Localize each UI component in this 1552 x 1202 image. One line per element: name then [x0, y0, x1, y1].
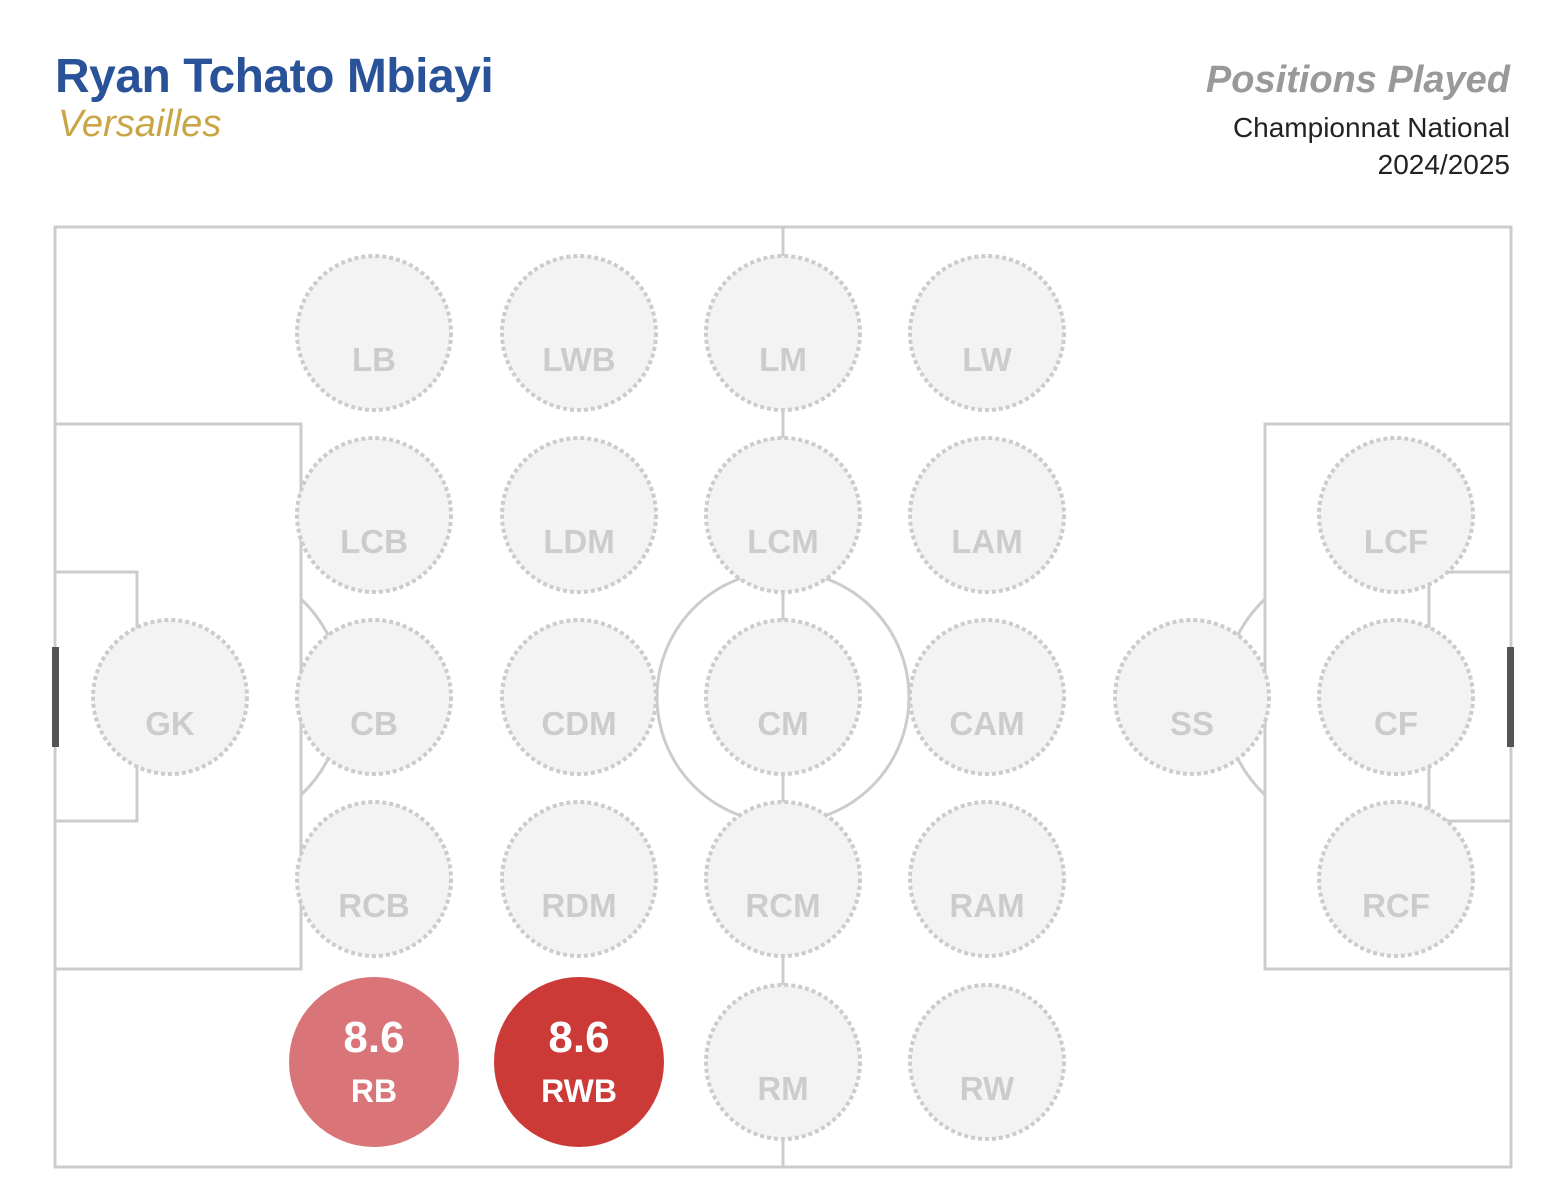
position-label: LAM [951, 523, 1022, 560]
position-lm: LM [704, 254, 862, 412]
position-label: LCM [747, 523, 818, 560]
position-marker-lw [908, 254, 1066, 412]
position-marker-rcm [704, 800, 862, 958]
position-label: RDM [541, 887, 616, 924]
position-marker-lm [704, 254, 862, 412]
position-label: SS [1170, 705, 1214, 742]
positions-layer: GK LB LCB CB RCB 8.6 RB LWB LDM CDM RDM 8.6 RWB LM LCM… [91, 254, 1475, 1147]
position-marker-cb [295, 618, 453, 776]
position-label: RW [960, 1070, 1015, 1107]
position-lwb: LWB [500, 254, 658, 412]
position-rb: 8.6 RB [289, 977, 459, 1147]
position-label: RCM [745, 887, 820, 924]
position-marker-rwb [494, 977, 664, 1147]
position-lam: LAM [908, 436, 1066, 594]
position-gk: GK [91, 618, 249, 776]
team-name: Versailles [58, 103, 222, 145]
position-marker-rw [908, 983, 1066, 1141]
position-marker-rm [704, 983, 862, 1141]
position-label: LCF [1364, 523, 1428, 560]
position-marker-cf [1317, 618, 1475, 776]
position-lcm: LCM [704, 436, 862, 594]
left-goal [52, 647, 59, 747]
position-marker-rcb [295, 800, 453, 958]
position-label: RAM [949, 887, 1024, 924]
position-lw: LW [908, 254, 1066, 412]
position-rcf: RCF [1317, 800, 1475, 958]
position-marker-cam [908, 618, 1066, 776]
position-marker-lcm [704, 436, 862, 594]
position-cdm: CDM [500, 618, 658, 776]
position-label: LDM [543, 523, 614, 560]
position-marker-cdm [500, 618, 658, 776]
position-rw: RW [908, 983, 1066, 1141]
position-marker-rdm [500, 800, 658, 958]
position-marker-lam [908, 436, 1066, 594]
position-ss: SS [1113, 618, 1271, 776]
season-label: 2024/2025 [1377, 149, 1510, 180]
position-marker-lwb [500, 254, 658, 412]
position-label: RB [351, 1073, 397, 1109]
position-rwb: 8.6 RWB [494, 977, 664, 1147]
position-rating: 8.6 [548, 1013, 609, 1062]
position-marker-rb [289, 977, 459, 1147]
position-marker-rcf [1317, 800, 1475, 958]
position-label: LCB [340, 523, 408, 560]
position-marker-lcb [295, 436, 453, 594]
position-lcb: LCB [295, 436, 453, 594]
position-cam: CAM [908, 618, 1066, 776]
position-marker-gk [91, 618, 249, 776]
position-marker-cm [704, 618, 862, 776]
position-cm: CM [704, 618, 862, 776]
player-name: Ryan Tchato Mbiayi [55, 50, 494, 103]
position-label: RWB [541, 1073, 617, 1109]
position-label: CAM [949, 705, 1024, 742]
position-label: CB [350, 705, 398, 742]
position-label: RCB [338, 887, 410, 924]
position-rm: RM [704, 983, 862, 1141]
position-ldm: LDM [500, 436, 658, 594]
position-label: LW [962, 341, 1012, 378]
position-label: GK [145, 705, 195, 742]
position-cf: CF [1317, 618, 1475, 776]
position-rating: 8.6 [343, 1013, 404, 1062]
position-marker-lcf [1317, 436, 1475, 594]
position-marker-ss [1113, 618, 1271, 776]
position-lcf: LCF [1317, 436, 1475, 594]
position-label: LM [759, 341, 807, 378]
position-label: CM [757, 705, 808, 742]
right-goal [1507, 647, 1514, 747]
position-marker-lb [295, 254, 453, 412]
position-label: LB [352, 341, 396, 378]
position-rcb: RCB [295, 800, 453, 958]
position-rdm: RDM [500, 800, 658, 958]
position-marker-ldm [500, 436, 658, 594]
position-rcm: RCM [704, 800, 862, 958]
position-label: CF [1374, 705, 1418, 742]
position-marker-ram [908, 800, 1066, 958]
position-label: CDM [541, 705, 616, 742]
position-lb: LB [295, 254, 453, 412]
position-cb: CB [295, 618, 453, 776]
competition-label: Championnat National [1232, 112, 1510, 143]
position-ram: RAM [908, 800, 1066, 958]
position-label: LWB [542, 341, 615, 378]
chart-title: Positions Played [1205, 59, 1510, 101]
position-label: RCF [1362, 887, 1430, 924]
position-label: RM [757, 1070, 808, 1107]
